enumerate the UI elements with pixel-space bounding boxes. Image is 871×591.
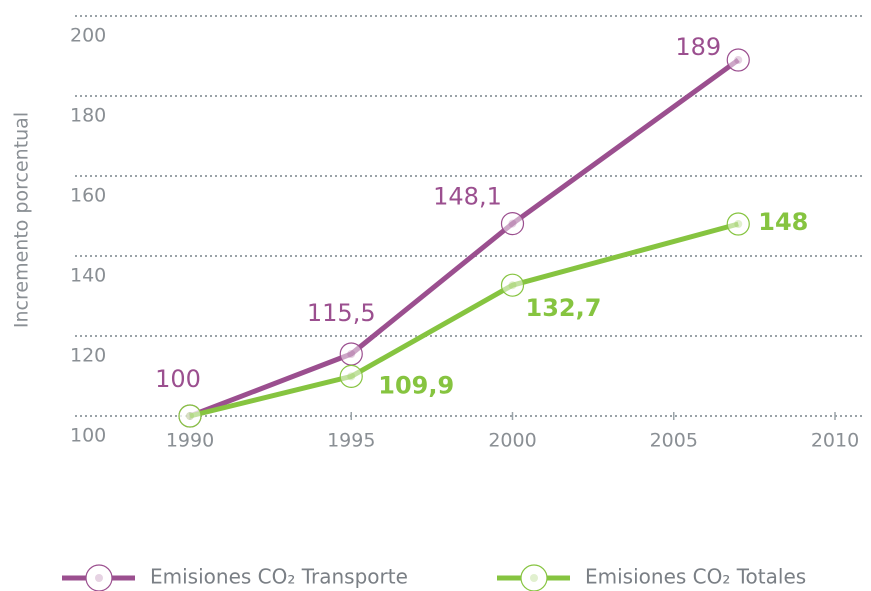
point-dot <box>508 281 517 290</box>
y-tick-label: 160 <box>70 185 106 207</box>
point-dot <box>734 56 743 64</box>
x-tick-label: 2000 <box>488 430 536 452</box>
point-dot <box>347 350 356 358</box>
legend-label: Emisiones CO₂ Totales <box>585 565 806 589</box>
series-line <box>189 221 739 419</box>
y-axis-label: Incremento porcentual <box>11 112 33 328</box>
y-tick-label: 200 <box>70 25 106 47</box>
y-tick-label: 120 <box>70 345 106 367</box>
y-tick-label: 180 <box>70 105 106 127</box>
data-label: 109,9 <box>378 371 454 399</box>
x-tick-label: 2010 <box>811 430 859 452</box>
point-dot <box>734 220 743 228</box>
series-line <box>189 57 740 419</box>
point-marker <box>726 48 750 72</box>
legend-marker <box>85 564 113 591</box>
legend-dot <box>530 574 538 582</box>
legend-marker <box>520 564 548 591</box>
data-label: 100 <box>155 365 201 393</box>
data-label: 148 <box>758 208 808 236</box>
point-dot <box>186 412 194 420</box>
x-tick-label: 1990 <box>166 430 214 452</box>
x-tick-label: 2005 <box>650 430 698 452</box>
point-marker <box>500 212 525 236</box>
x-tick-label: 1995 <box>327 430 375 452</box>
point-marker <box>178 404 202 428</box>
legend-label: Emisiones CO₂ Transporte <box>150 565 408 589</box>
y-tick-label: 140 <box>70 265 106 287</box>
point-marker <box>726 212 750 236</box>
point-dot <box>508 219 517 228</box>
point-marker <box>339 364 363 388</box>
data-label: 132,7 <box>526 294 602 322</box>
data-label: 148,1 <box>433 183 502 211</box>
y-tick-label: 100 <box>70 425 106 447</box>
legend-dot <box>95 574 103 582</box>
data-label: 115,5 <box>307 299 376 327</box>
data-label: 189 <box>675 33 721 61</box>
point-dot <box>347 372 356 381</box>
point-marker <box>500 273 525 297</box>
